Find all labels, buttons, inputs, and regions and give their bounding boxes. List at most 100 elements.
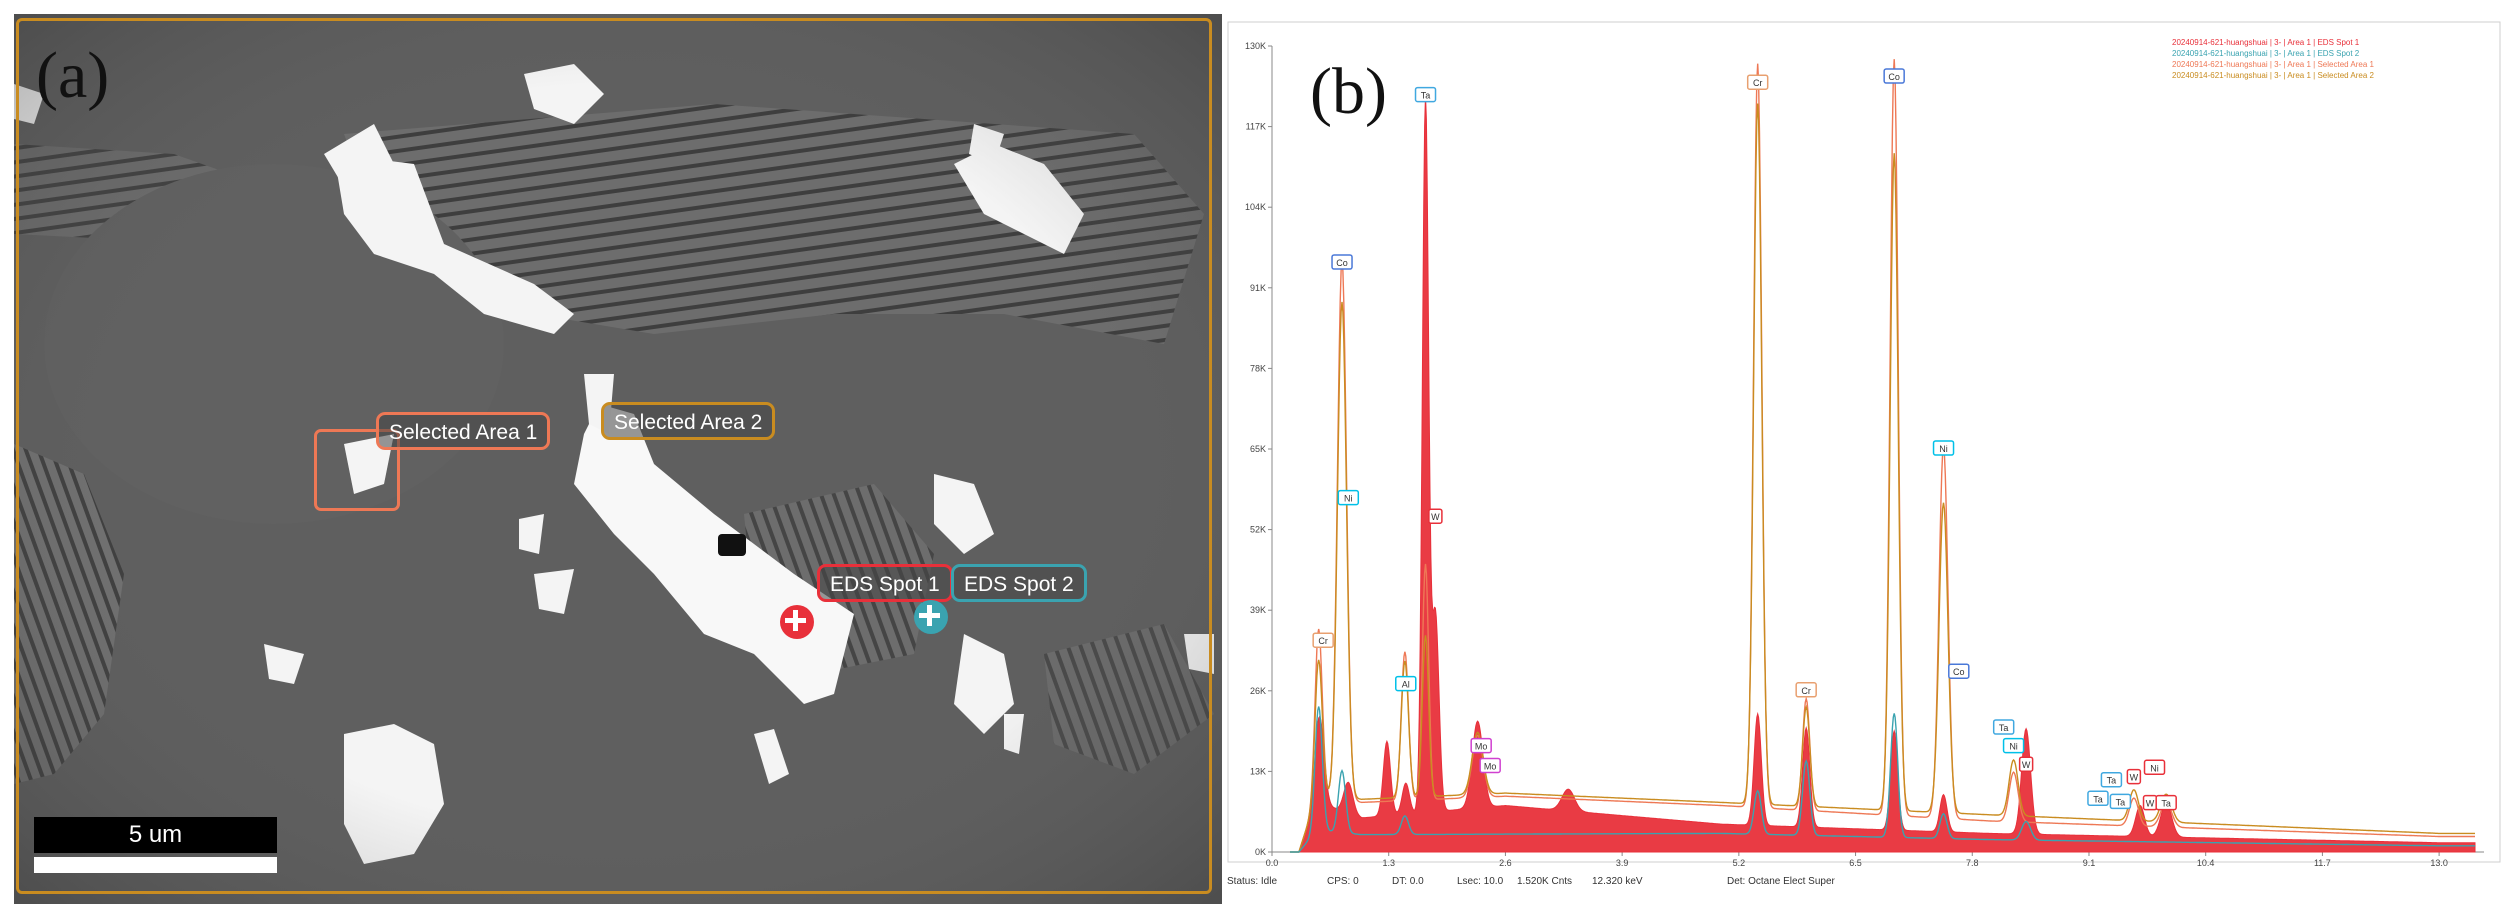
legend-entry-selected-area-2: 20240914-621-huangshuai | 3- | Area 1 | …: [2172, 71, 2374, 80]
sem-micrograph: [14, 14, 1224, 904]
peak-label-box: [2087, 790, 2109, 807]
peak-label-text: W: [2146, 799, 2155, 809]
status-text: Status: Idle: [1227, 876, 1278, 887]
sem-image-panel: (a) Selected Area 1 Selected Area 2 EDS …: [14, 14, 1224, 904]
peak-label-box: [1337, 489, 1360, 506]
eds-spot-2-marker[interactable]: [914, 600, 948, 634]
eds-spot-1-marker[interactable]: [780, 605, 814, 639]
peak-label-ni: Ni: [1932, 440, 1955, 456]
peak-label-ni: Ni: [2002, 737, 2025, 754]
legend-entry-eds-spot-2: 20240914-621-huangshuai | 3- | Area 1 | …: [2172, 49, 2360, 58]
peak-label-ta: Ta: [1414, 86, 1437, 103]
x-tick-label: 13.0: [2430, 858, 2448, 868]
peak-label-text: Cr: [1753, 78, 1763, 88]
panel-letter-a: (a): [36, 39, 110, 112]
y-tick-label: 26K: [1250, 686, 1266, 696]
live-time-readout: Lsec: 10.0: [1457, 876, 1504, 887]
panel-letter-b: (b): [1310, 55, 1387, 128]
cps-readout: CPS: 0: [1327, 876, 1359, 887]
peak-label-al: Al: [1395, 675, 1417, 692]
peak-label-text: Ni: [2150, 763, 2159, 773]
peak-label-box: [1948, 663, 1970, 679]
peak-label-cr: Cr: [1795, 682, 1817, 698]
peak-label-text: Ta: [2161, 799, 2171, 809]
peak-label-box: [2018, 756, 2034, 772]
peak-label-ta: Ta: [1992, 719, 2015, 735]
peak-label-text: Ta: [2093, 794, 2103, 804]
spectrum-chart: 0K 13K 26K 39K 52K 65K 78K 91K 104K 117K 130K 0.0 1…: [1227, 21, 2501, 868]
y-tick-label: 130K: [1245, 41, 1266, 51]
peak-label-box: [2100, 771, 2123, 788]
dead-time-readout: DT: 0.0: [1392, 876, 1424, 887]
series-line-selected-area-2: [1290, 103, 2475, 853]
peak-label-text: Mo: [1484, 761, 1497, 771]
peak-label-w: W: [2018, 756, 2034, 772]
peak-label-ta: Ta: [2087, 790, 2109, 807]
peak-label-w: W: [2126, 768, 2142, 785]
y-tick-label: 104K: [1245, 202, 1266, 212]
peak-label-box: [1414, 86, 1437, 103]
peak-label-cr: Cr: [1312, 632, 1334, 648]
peak-label-text: Cr: [1801, 686, 1811, 696]
x-tick-label: 9.1: [2083, 858, 2096, 868]
peak-label-cr: Cr: [1746, 74, 1769, 90]
peak-label-box: [1746, 74, 1769, 90]
status-bar: Status: Idle CPS: 0 DT: 0.0 Lsec: 10.0 1…: [1227, 872, 2497, 892]
peak-label-co: Co: [1883, 68, 1905, 84]
selected-area-2-label[interactable]: Selected Area 2: [601, 402, 776, 440]
eds-spectrum-panel: 0K 13K 26K 39K 52K 65K 78K 91K 104K 117K 130K 0.0 1…: [1222, 14, 2512, 904]
detector-readout: Det: Octane Elect Super: [1727, 876, 1835, 887]
counts-readout: 1.520K Cnts: [1517, 876, 1573, 887]
spectrum-series-group: [1289, 59, 2476, 853]
series-line-selected-area-1: [1290, 59, 2475, 853]
y-tick-label: 91K: [1250, 283, 1266, 293]
x-tick-label: 6.5: [1849, 858, 1862, 868]
selected-area-1-box[interactable]: [314, 429, 400, 511]
peak-label-w: W: [2142, 794, 2158, 811]
peak-label-text: Mo: [1475, 742, 1488, 752]
y-tick-label: 117K: [1246, 122, 1266, 132]
x-tick-label: 5.2: [1733, 858, 1746, 868]
peak-label-box: [1992, 719, 2015, 735]
legend-entry-selected-area-1: 20240914-621-huangshuai | 3- | Area 1 | …: [2172, 60, 2374, 69]
x-tick-label: 2.6: [1499, 858, 1512, 868]
peak-label-text: W: [1431, 512, 1440, 522]
peak-label-co: Co: [1948, 663, 1970, 679]
peak-label-box: [1883, 68, 1905, 84]
peak-label-text: Ta: [2116, 797, 2126, 807]
eds-spot-2-label[interactable]: EDS Spot 2: [951, 564, 1087, 602]
peak-label-text: Ni: [1939, 444, 1948, 454]
x-tick-label: 0.0: [1266, 858, 1279, 868]
y-tick-label: 39K: [1250, 605, 1266, 615]
y-tick-label: 78K: [1250, 363, 1266, 373]
peak-label-box: [2155, 794, 2177, 811]
peak-label-box: [1395, 675, 1417, 692]
peak-label-ni: Ni: [2143, 759, 2166, 776]
peak-label-box: [2143, 759, 2166, 776]
peak-label-box: [2126, 768, 2142, 785]
peak-label-box: [1932, 440, 1955, 456]
x-tick-group: 0.0 1.3 2.6 3.9 5.2 6.5 7.8 9.1 10.4 11.7 13.0: [1266, 852, 2448, 868]
peak-label-text: Co: [1336, 258, 1348, 268]
peak-label-text: Ni: [2009, 742, 2018, 752]
peak-label-box: [1428, 508, 1443, 524]
y-tick-label: 52K: [1250, 525, 1266, 535]
peak-label-w: W: [1428, 508, 1443, 524]
eds-spot-1-label[interactable]: EDS Spot 1: [817, 564, 953, 602]
peak-label-ta: Ta: [2155, 794, 2177, 811]
y-tick-label: 13K: [1250, 766, 1266, 776]
scale-bar-line: [34, 857, 277, 873]
peak-label-box: [1331, 254, 1353, 270]
scale-bar-label: 5 um: [34, 817, 277, 853]
chart-frame: [1227, 21, 2501, 863]
x-tick-label: 7.8: [1966, 858, 1979, 868]
peak-label-ta: Ta: [2100, 771, 2123, 788]
peak-label-box: [2109, 793, 2132, 810]
x-tick-label: 1.3: [1382, 858, 1395, 868]
peak-label-mo: Mo: [1470, 737, 1492, 754]
y-tick-group: 0K 13K 26K 39K 52K 65K 78K 91K 104K 117K 130K: [1245, 41, 1272, 857]
selected-area-1-label[interactable]: Selected Area 1: [376, 412, 551, 450]
peak-label-text: Cr: [1318, 636, 1328, 646]
peak-label-ta: Ta: [2109, 793, 2132, 810]
